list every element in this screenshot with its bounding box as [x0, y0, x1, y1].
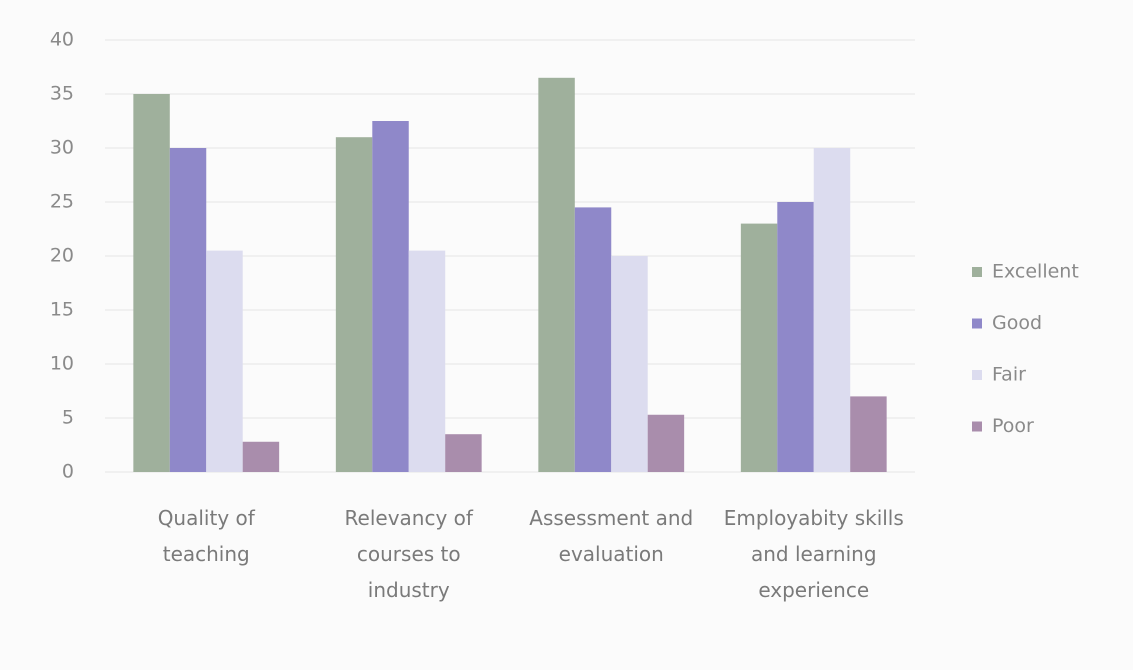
x-tick-label: Relevancy of courses to industry — [344, 506, 473, 602]
bar — [408, 250, 446, 472]
legend-swatch — [972, 370, 982, 380]
bar — [611, 256, 648, 472]
bar — [242, 441, 280, 472]
x-tick-label: Quality of teaching — [157, 506, 255, 566]
legend-label: Excellent — [992, 261, 1079, 283]
y-tick-label: 35 — [50, 83, 74, 105]
y-tick-label: 10 — [50, 353, 74, 375]
x-tick-label: Assessment and evaluation — [529, 506, 694, 566]
bar — [169, 148, 207, 472]
bar — [445, 434, 482, 472]
bar — [813, 148, 851, 472]
legend-label: Fair — [992, 364, 1026, 386]
y-tick-label: 30 — [50, 137, 74, 159]
bar — [538, 77, 575, 473]
legend-label: Good — [992, 312, 1042, 334]
y-tick-label: 40 — [50, 29, 74, 51]
bar — [574, 207, 612, 472]
bar — [740, 223, 778, 472]
y-tick-label: 0 — [62, 461, 74, 483]
legend-swatch — [972, 318, 982, 329]
legend-swatch — [972, 267, 982, 277]
bar — [335, 137, 373, 472]
bar — [647, 414, 685, 472]
bar — [372, 121, 409, 472]
legend-label: Poor — [992, 415, 1034, 437]
legend-swatch — [972, 421, 982, 432]
y-tick-label: 5 — [62, 407, 74, 429]
bar — [850, 396, 887, 472]
bar — [133, 94, 170, 472]
y-tick-label: 15 — [50, 299, 74, 321]
bar — [777, 202, 814, 472]
y-tick-label: 25 — [50, 191, 74, 213]
x-tick-label: Employabity skills and learning experien… — [723, 506, 904, 602]
y-tick-label: 20 — [50, 245, 74, 267]
bar — [206, 250, 243, 472]
